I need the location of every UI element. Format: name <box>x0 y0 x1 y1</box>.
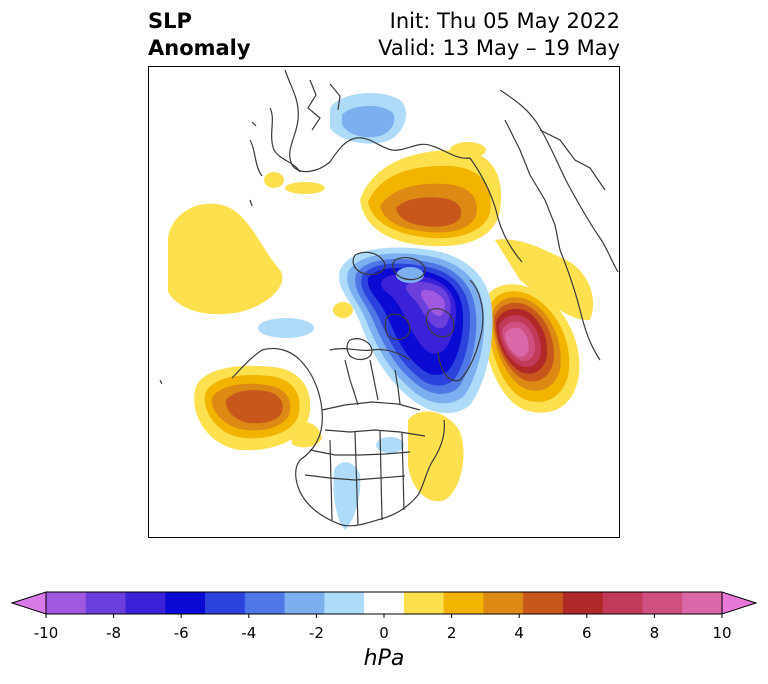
colorbar-segment <box>165 592 206 614</box>
colorbar-segment <box>125 592 166 614</box>
colorbar-tick-label: -2 <box>308 624 324 642</box>
colorbar-tick-label: 6 <box>582 624 592 642</box>
colorbar-segment <box>364 592 405 614</box>
colorbar <box>10 591 758 618</box>
colorbar-extend-min <box>10 591 47 615</box>
colorbar-segment <box>284 592 325 614</box>
colorbar-tick-label: -4 <box>241 624 257 642</box>
colorbar-tick-label: 2 <box>446 624 457 642</box>
variable-title-line1: SLP <box>148 9 192 33</box>
colorbar-tick-label: -6 <box>173 624 189 642</box>
colorbar-tick-label: -8 <box>106 624 122 642</box>
map-area <box>148 66 620 538</box>
init-date-label: Init: Thu 05 May 2022 <box>389 9 620 33</box>
colorbar-segment <box>602 592 643 614</box>
colorbar-units-label: hPa <box>363 646 405 671</box>
colorbar-segment <box>443 592 484 614</box>
date-title: Init: Thu 05 May 2022 Valid: 13 May – 19… <box>378 8 620 62</box>
colorbar-segment <box>244 592 286 614</box>
colorbar-tick-label: 8 <box>649 624 660 642</box>
valid-date-label: Valid: 13 May – 19 May <box>378 36 620 60</box>
colorbar-segment <box>324 592 365 614</box>
coastlines-and-borders <box>159 69 619 527</box>
colorbar-segment <box>46 592 87 614</box>
colorbar-segment <box>682 592 723 614</box>
colorbar-segment <box>85 592 127 614</box>
colorbar-segment <box>205 592 246 614</box>
colorbar-tick-label: 4 <box>514 624 524 642</box>
colorbar-tick-label: -10 <box>33 624 59 642</box>
colorbar-segment <box>483 592 524 614</box>
colorbar-segment <box>642 592 683 614</box>
colorbar-extend-max <box>721 591 758 615</box>
colorbar-segment <box>562 592 604 614</box>
colorbar-tick-label: 0 <box>379 624 389 642</box>
variable-title-line2: Anomaly <box>148 36 251 60</box>
colorbar-segment <box>403 592 445 614</box>
colorbar-tick-label: 10 <box>712 624 732 642</box>
colorbar-segment <box>523 592 564 614</box>
variable-title: SLP Anomaly <box>148 8 251 62</box>
